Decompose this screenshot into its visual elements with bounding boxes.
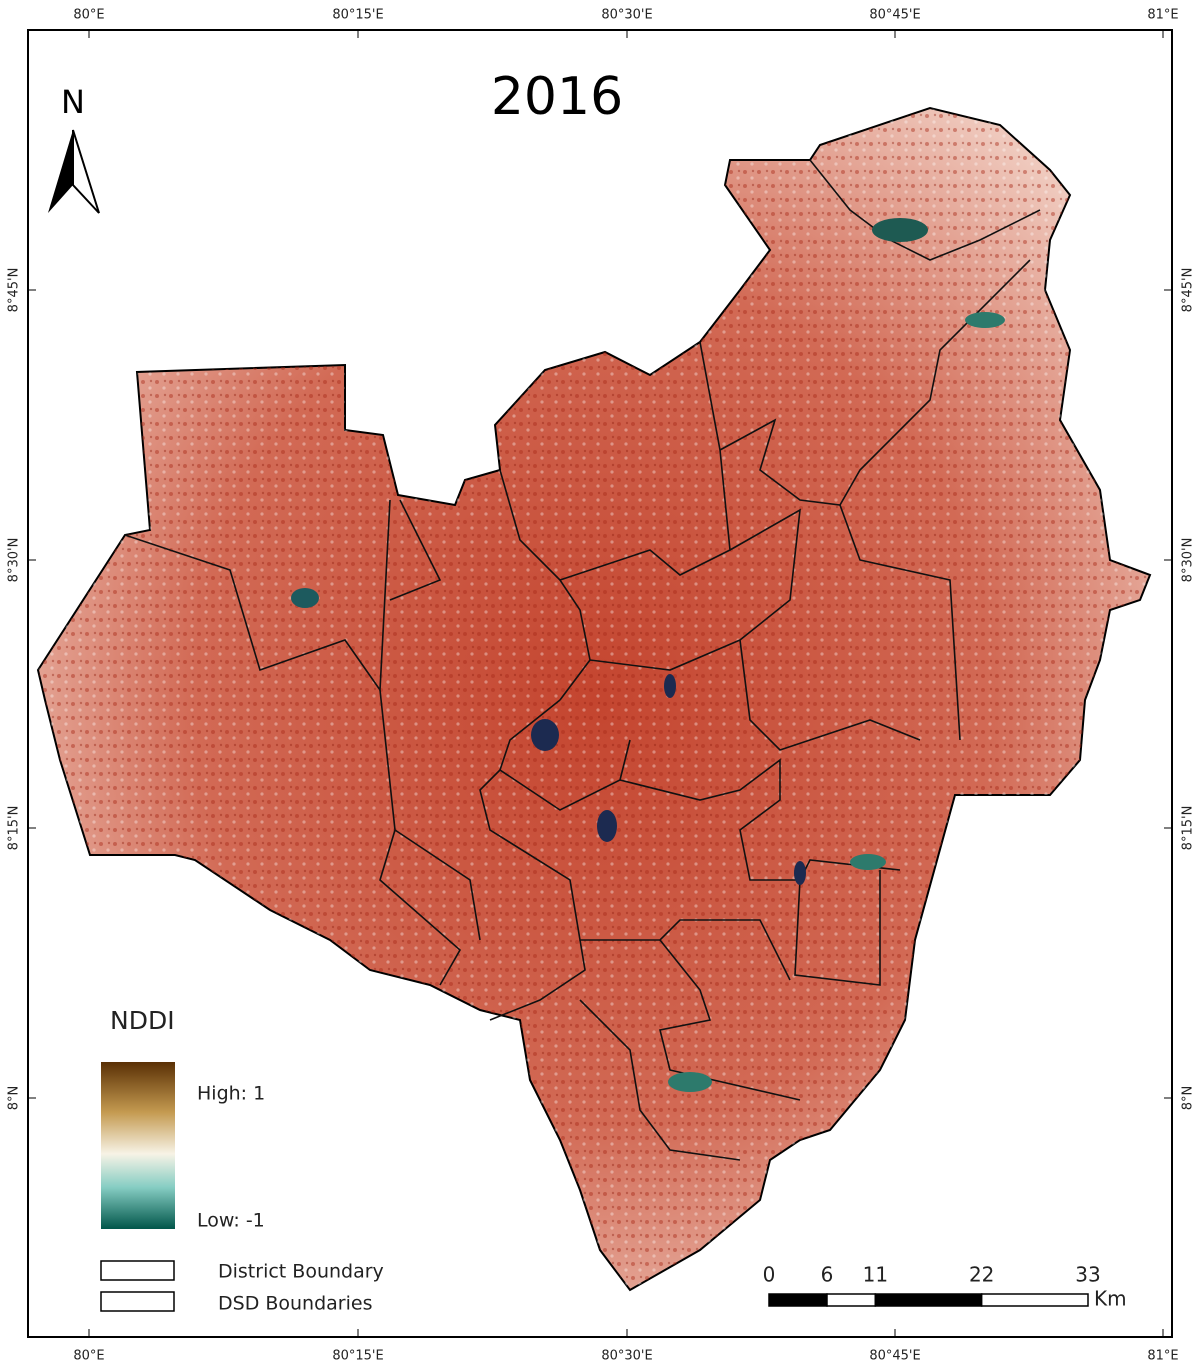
color-ramp: [101, 1062, 175, 1229]
legend: NDDI High: 1 Low: -1 District Boundary D…: [100, 1006, 384, 1315]
scale-label: 0: [763, 1263, 776, 1287]
dsd-boundaries: [124, 159, 1041, 1161]
lon-label: 80°45'E: [869, 1349, 920, 1364]
lon-label: 80°15'E: [332, 1349, 383, 1364]
lon-label: 80°45'E: [869, 8, 920, 23]
scale-unit: Km: [1094, 1287, 1127, 1311]
legend-high: High: 1: [197, 1083, 265, 1105]
map-frame: [27, 29, 1173, 1338]
scale-label: 11: [863, 1263, 888, 1287]
lon-label: 81°E: [1147, 1349, 1178, 1364]
legend-item: DSD Boundaries: [218, 1293, 373, 1315]
lat-label: 8°45'N: [1181, 268, 1196, 313]
lon-label: 80°E: [73, 8, 104, 23]
lat-label: 8°30'N: [1181, 538, 1196, 583]
lon-label: 80°E: [73, 1349, 104, 1364]
legend-title: NDDI: [110, 1006, 175, 1035]
legend-item: District Boundary: [218, 1261, 384, 1283]
lon-label: 81°E: [1147, 8, 1178, 23]
north-label: N: [61, 83, 85, 121]
scale-label: 22: [969, 1263, 994, 1287]
lon-label: 80°15'E: [332, 8, 383, 23]
scale-label: 6: [821, 1263, 834, 1287]
texture: [38, 108, 1150, 1290]
lat-label: 8°15'N: [7, 806, 22, 851]
scale-segment: [768, 1293, 828, 1307]
graticule: 80°E 80°15'E 80°30'E 80°45'E 81°E 80°E 80°15'E…: [7, 8, 1196, 1364]
scale-label: 33: [1075, 1263, 1100, 1287]
scale-segment: [980, 1293, 1089, 1307]
scale-segment: [874, 1293, 983, 1307]
lat-label: 8°N: [1181, 1086, 1196, 1111]
region: [36, 106, 1152, 1292]
lon-label: 80°30'E: [601, 8, 652, 23]
lat-label: 8°15'N: [1181, 806, 1196, 851]
map-title: 2016: [491, 67, 623, 127]
lon-label: 80°30'E: [601, 1349, 652, 1364]
scale-segment: [826, 1293, 877, 1307]
north-arrow: N: [48, 83, 100, 214]
lat-label: 8°N: [7, 1086, 22, 1111]
water-bodies: [291, 218, 1005, 1092]
legend-low: Low: -1: [197, 1210, 265, 1232]
lat-label: 8°45'N: [7, 268, 22, 313]
lat-label: 8°30'N: [7, 538, 22, 583]
